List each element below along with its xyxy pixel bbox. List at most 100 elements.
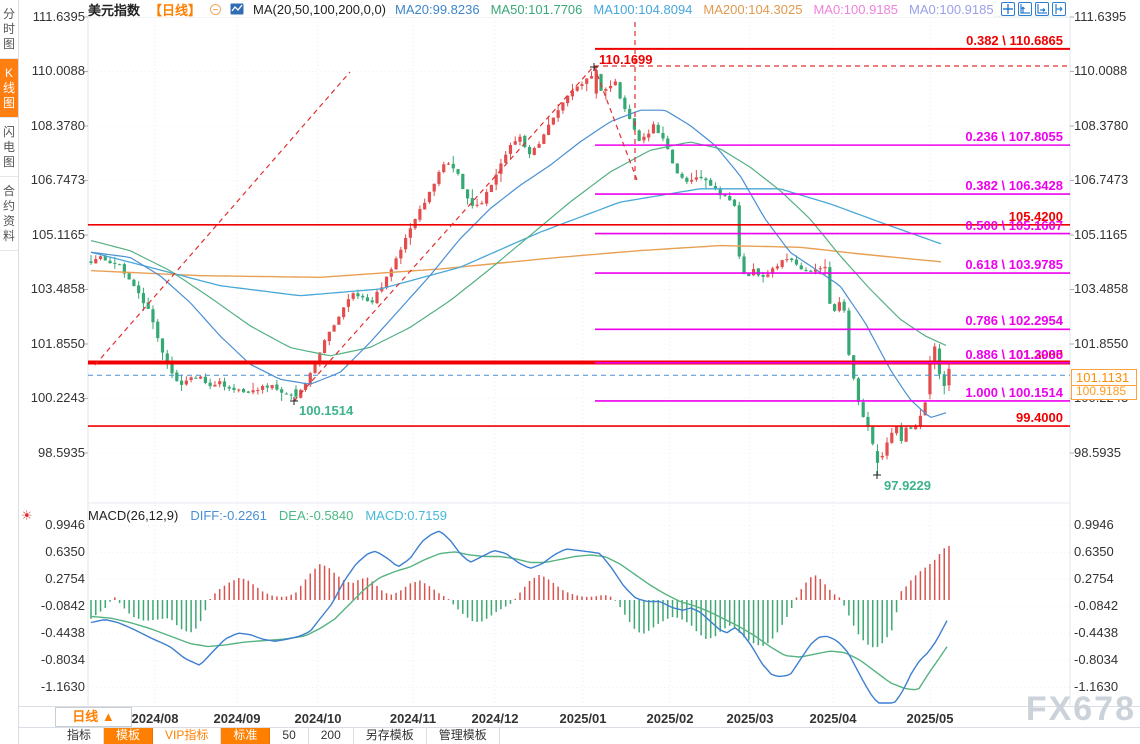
sidebar-tab-1[interactable]: K线图 — [0, 59, 18, 118]
price-tick-left: 105.1165 — [31, 227, 85, 242]
price-tick-right: 106.7473 — [1074, 172, 1129, 188]
fib-label[interactable]: 0.236 \ 107.8055 — [965, 129, 1063, 145]
ma-value-1: MA50:101.7706 — [490, 1, 583, 17]
sidebar-tab-2[interactable]: 闪电图 — [0, 118, 18, 177]
fib-label[interactable]: 0.786 \ 102.2954 — [965, 313, 1063, 329]
collapse-right-icon[interactable] — [1052, 2, 1066, 16]
x-axis-date: 2025/04 — [809, 711, 857, 726]
toolbar-item-6[interactable]: 另存模板 — [354, 728, 427, 744]
ma-value-4: MA0:100.9185 — [813, 1, 899, 17]
sidebar-tab-0[interactable]: 分时图 — [0, 0, 18, 59]
x-axis-date: 2024/12 — [471, 711, 519, 726]
price-tick-left: 103.4858 — [30, 281, 85, 297]
divider — [19, 727, 1140, 728]
price-tick-right: 111.6395 — [1074, 9, 1127, 24]
macd-diff-value: DIFF:-0.2261 — [190, 508, 267, 523]
macd-tick-left: 0.6350 — [45, 544, 85, 560]
macd-histogram-layer — [90, 545, 950, 648]
macd-tick-right: 0.6350 — [1074, 544, 1114, 560]
macd-tick-left: -0.0842 — [40, 598, 85, 614]
x-axis-date: 2024/09 — [213, 711, 261, 726]
bottom-toolbar: 指标 模板 VIP指标 标准 50 200 另存模板 管理模板 — [55, 728, 500, 744]
toolbar-item-3[interactable]: 标准 — [221, 728, 271, 744]
price-tick-left: 101.8550 — [30, 336, 85, 351]
x-axis-date: 2024/11 — [389, 711, 437, 726]
macd-tick-left: -0.8034 — [40, 652, 85, 668]
macd-header: MACD(26,12,9) DIFF:-0.2261 DEA:-0.5840 M… — [88, 508, 447, 523]
macd-tick-right: 0.2754 — [1074, 571, 1114, 587]
price-tick-right: 98.5935 — [1074, 445, 1121, 460]
macd-dea-value: DEA:-0.5840 — [278, 508, 354, 523]
toolbar-item-5[interactable]: 200 — [309, 728, 354, 744]
fib-label[interactable]: 0.382 \ 110.6865 — [966, 32, 1063, 48]
price-tick-right: 108.3780 — [1074, 118, 1129, 133]
macd-tick-right: -1.1630 — [1074, 679, 1119, 695]
fib-label[interactable]: 1.000 \ 100.1514 — [965, 384, 1063, 400]
current-price-label: 101.1131 — [1071, 369, 1137, 386]
x-axis-date: 2025/03 — [726, 711, 774, 726]
price-tick-left: 106.7473 — [30, 172, 85, 188]
macd-tick-left: 0.9946 — [45, 517, 85, 533]
fib-label[interactable]: 0.886 \ 101.2935 — [965, 346, 1063, 362]
x-axis-date: 2025/02 — [646, 711, 694, 726]
price-annotation: 97.9229 — [884, 478, 931, 493]
macd-tick-right: -0.8034 — [1074, 652, 1119, 668]
collapse-indicator-icon[interactable] — [210, 3, 222, 15]
ma-value-0: MA20:99.8236 — [395, 1, 480, 17]
price-tick-right: 101.8550 — [1074, 336, 1129, 351]
indicator-settings-icon[interactable]: ☀ — [21, 508, 33, 523]
toolbar-item-2[interactable]: VIP指标 — [153, 728, 222, 744]
fib-label[interactable]: 0.382 \ 106.3428 — [965, 178, 1063, 194]
symbol-name: 美元指数 — [88, 2, 141, 18]
axis-pan-icon[interactable] — [1035, 2, 1049, 16]
x-axis-date: 2024/08 — [131, 711, 179, 726]
x-axis-date: 2025/05 — [906, 711, 954, 726]
price-tick-left: 98.5935 — [38, 445, 85, 460]
price-tick-right: 103.4858 — [1074, 281, 1129, 297]
price-annotation: 110.1699 — [599, 52, 653, 67]
chart-legend: 美元指数 【日线】 MA(20,50,100,200,0,0) MA20:99.… — [88, 1, 994, 18]
price-tick-left: 110.0088 — [31, 63, 85, 79]
secondary-price-label: 100.9185 — [1071, 386, 1137, 400]
kline-style-icon[interactable] — [230, 2, 244, 16]
candles-layer — [89, 66, 951, 476]
toolbar-item-0[interactable]: 指标 — [55, 728, 105, 744]
fib-label[interactable]: 0.500 \ 105.1607 — [965, 217, 1063, 233]
period-label[interactable]: 【日线】 — [149, 2, 202, 18]
macd-tick-right: -0.4438 — [1074, 625, 1119, 641]
x-axis-date: 2024/10 — [294, 711, 342, 726]
axis-zoom-icon[interactable] — [1018, 2, 1032, 16]
sidebar-tab-3[interactable]: 合约资料 — [0, 177, 18, 251]
ma-settings-label[interactable]: MA(20,50,100,200,0,0) — [253, 1, 387, 17]
fib-label[interactable]: 0.618 \ 103.9785 — [965, 257, 1063, 273]
x-axis-date: 2025/01 — [559, 711, 607, 726]
price-tick-right: 110.0088 — [1074, 63, 1128, 79]
price-tick-right: 105.1165 — [1074, 227, 1128, 242]
ma-values: MA20:99.8236 MA50:101.7706 MA100:104.8094 M… — [395, 2, 994, 17]
ma-value-5: MA0:100.9185 — [909, 1, 994, 17]
macd-tick-right: 0.9946 — [1074, 517, 1114, 533]
macd-macd-value: MACD:0.7159 — [365, 508, 447, 523]
macd-tick-left: -1.1630 — [40, 679, 85, 695]
price-tick-left: 108.3780 — [30, 118, 85, 133]
ma-value-2: MA100:104.8094 — [593, 1, 693, 17]
macd-title[interactable]: MACD(26,12,9) — [88, 508, 179, 523]
ma-value-3: MA200:104.3025 — [703, 1, 803, 17]
toolbar-item-4[interactable]: 50 — [270, 728, 309, 744]
watermark: FX678 — [1025, 690, 1136, 728]
level-label[interactable]: 105.4200 — [1008, 208, 1063, 224]
sidebar: 分时图 K线图 闪电图 合约资料 — [0, 0, 19, 744]
price-tick-left: 100.2243 — [30, 390, 85, 406]
level-label[interactable]: 99.4000 — [1016, 410, 1063, 426]
price-annotation: 100.1514 — [299, 403, 354, 418]
level-label[interactable]: 101.3000 — [1008, 346, 1063, 362]
crosshair-icon[interactable] — [1001, 2, 1015, 16]
macd-tick-left: -0.4438 — [40, 625, 85, 641]
period-selector[interactable]: 日线 ▲ — [55, 707, 132, 727]
toolbar-item-7[interactable]: 管理模板 — [427, 728, 500, 744]
toolbar-item-1[interactable]: 模板 — [104, 728, 154, 744]
divider — [19, 706, 1140, 707]
price-tick-left: 111.6395 — [32, 9, 85, 24]
